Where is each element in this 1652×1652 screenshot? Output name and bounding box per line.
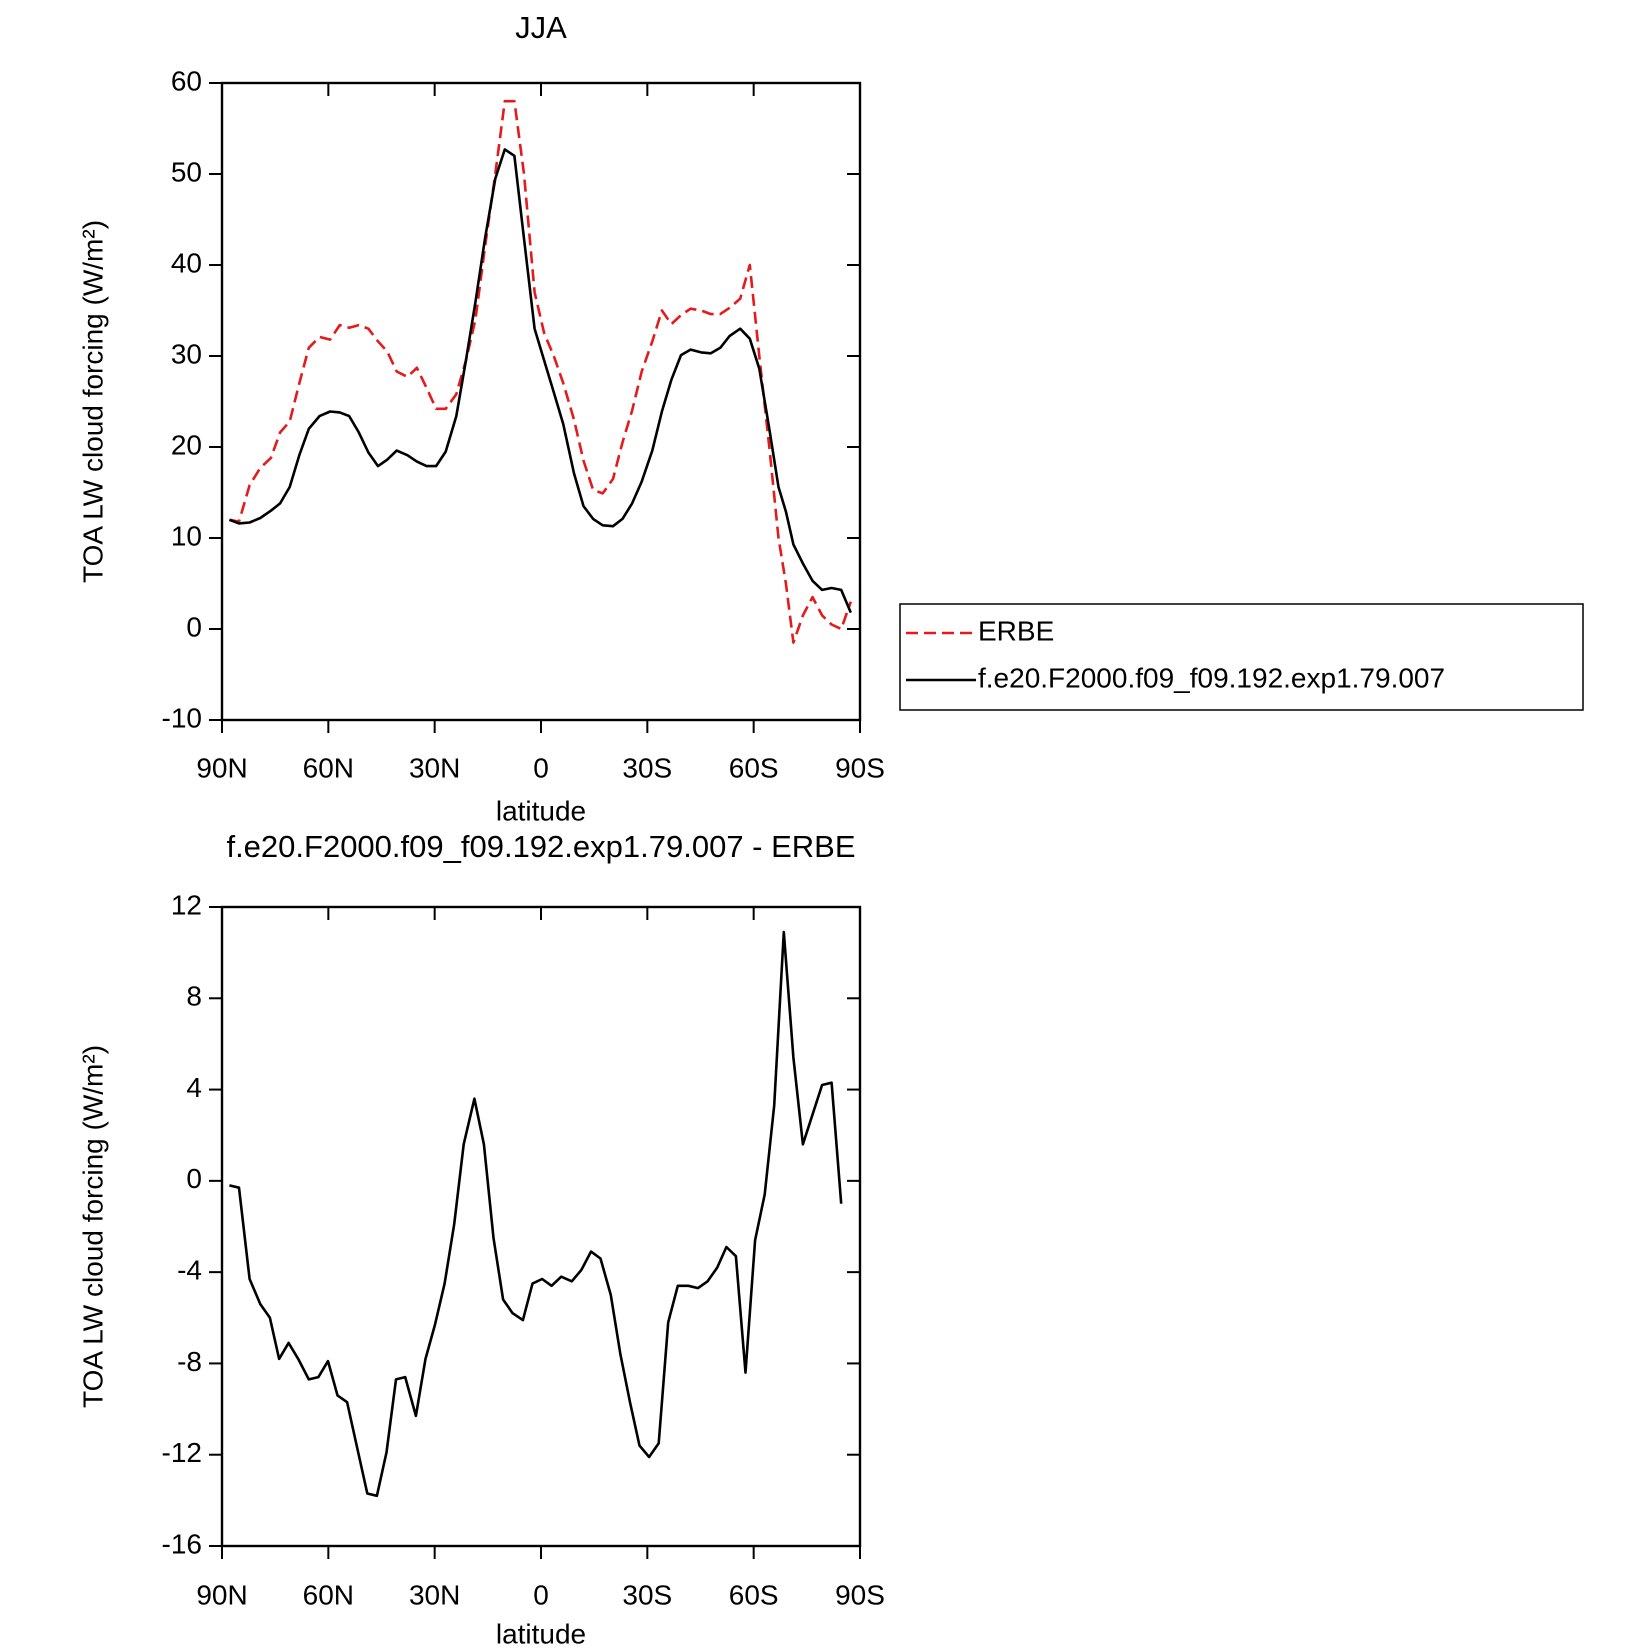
y-tick-label: -16 — [162, 1528, 202, 1559]
y-tick-label: 4 — [186, 1072, 202, 1103]
x-tick-label: 30S — [622, 1579, 672, 1610]
x-tick-label: 90N — [196, 752, 247, 783]
legend-box — [899, 603, 1584, 711]
y-tick-label: 0 — [186, 611, 202, 642]
y-tick-label: -8 — [177, 1346, 202, 1377]
x-tick-label: 30N — [409, 1579, 460, 1610]
y-axis-label: TOA LW cloud forcing (W/m²) — [77, 220, 108, 583]
y-axis-label: TOA LW cloud forcing (W/m²) — [77, 1045, 108, 1408]
x-tick-label: 60S — [729, 1579, 779, 1610]
y-tick-label: 12 — [171, 889, 202, 920]
x-tick-label: 0 — [533, 752, 549, 783]
plot-frame — [220, 81, 862, 722]
legend-label: f.e20.F2000.f09_f09.192.exp1.79.007 — [978, 662, 1445, 693]
chart-title: JJA — [515, 10, 567, 45]
y-tick-label: 20 — [171, 429, 202, 460]
y-tick-label: -4 — [177, 1255, 202, 1286]
y-tick-label: 60 — [171, 65, 202, 96]
data-line — [228, 148, 852, 614]
x-tick-label: 90S — [835, 1579, 885, 1610]
y-tick-label: -10 — [162, 702, 202, 733]
y-tick-label: 50 — [171, 156, 202, 187]
x-axis-label: latitude — [496, 795, 586, 826]
x-tick-label: 60N — [303, 752, 354, 783]
x-tick-label: 30N — [409, 752, 460, 783]
x-tick-label: 60N — [303, 1579, 354, 1610]
x-tick-label: 90N — [196, 1579, 247, 1610]
data-line — [229, 99, 853, 644]
plot-frame — [220, 905, 862, 1548]
x-tick-label: 0 — [533, 1579, 549, 1610]
x-tick-label: 60S — [729, 752, 779, 783]
y-tick-label: -12 — [162, 1437, 202, 1468]
y-tick-label: 30 — [171, 338, 202, 369]
chart-title: f.e20.F2000.f09_f09.192.exp1.79.007 - ER… — [226, 829, 855, 864]
y-tick-label: 40 — [171, 247, 202, 278]
data-line — [229, 930, 843, 1498]
legend-label: ERBE — [978, 615, 1054, 646]
x-tick-label: 90S — [835, 752, 885, 783]
y-tick-label: 8 — [186, 981, 202, 1012]
x-tick-label: 30S — [622, 752, 672, 783]
x-axis-label: latitude — [496, 1618, 586, 1649]
y-tick-label: 10 — [171, 520, 202, 551]
y-tick-label: 0 — [186, 1163, 202, 1194]
